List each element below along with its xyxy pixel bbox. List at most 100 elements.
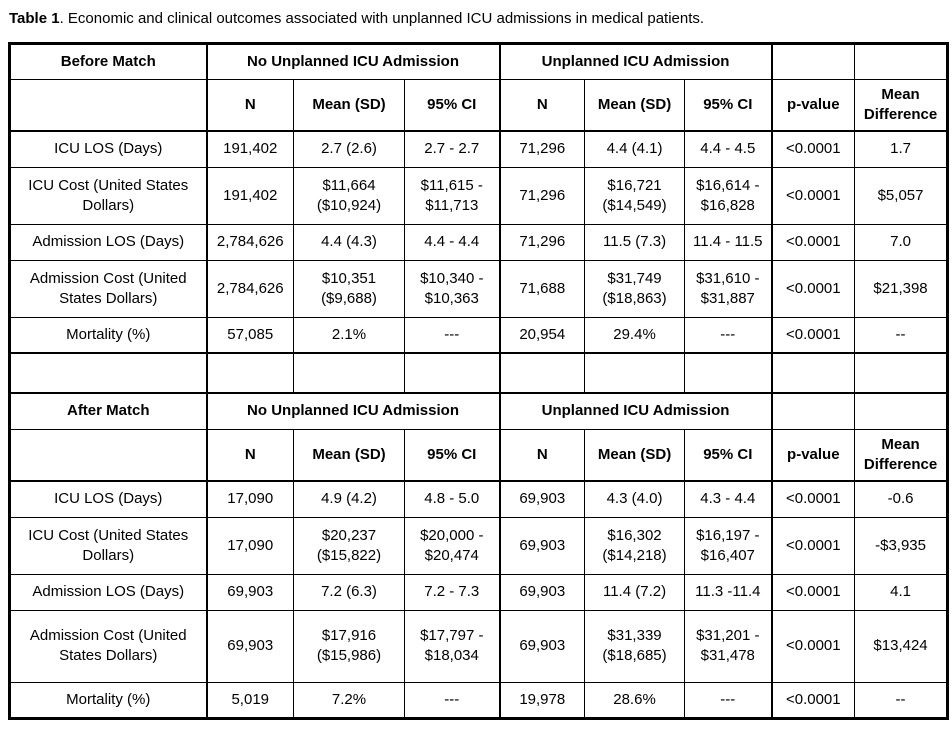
table-row: Admission LOS (Days) 69,903 7.2 (6.3) 7.… <box>9 573 949 611</box>
cell-ci: 7.2 - 7.3 <box>403 573 501 611</box>
cell-mean-difference: $21,398 <box>854 259 949 318</box>
cell-mean-sd: $17,916 ($15,986) <box>293 609 405 683</box>
cell-mean-sd: 7.2 (6.3) <box>293 573 405 611</box>
cell-mean-sd: $16,302 ($14,218) <box>584 516 686 575</box>
section-header-row-before: Before Match No Unplanned ICU Admission … <box>9 42 949 80</box>
cell-ci: 4.3 - 4.4 <box>684 480 773 518</box>
cell-p-value: <0.0001 <box>770 609 856 683</box>
cell-p-value: <0.0001 <box>770 316 856 355</box>
cell-p-value: <0.0001 <box>770 681 856 719</box>
table-caption: Table 1. Economic and clinical outcomes … <box>9 10 944 29</box>
row-label: Admission LOS (Days) <box>9 223 207 261</box>
cell-n: 20,954 <box>498 316 586 355</box>
empty-cell <box>9 78 207 133</box>
cell-n: 5,019 <box>205 681 294 719</box>
cell-mean-difference: 7.0 <box>854 223 949 261</box>
cell-n: 2,784,626 <box>205 259 294 318</box>
cell-p-value: <0.0001 <box>770 480 856 518</box>
cell-n: 17,090 <box>205 516 294 575</box>
cell-n: 69,903 <box>498 609 586 683</box>
cell-mean-sd: $16,721 ($14,549) <box>584 166 686 225</box>
cell-mean-difference: -- <box>854 316 949 355</box>
row-label: ICU Cost (United States Dollars) <box>9 516 207 575</box>
group-header-unplanned: Unplanned ICU Admission <box>498 42 773 80</box>
col-header-n: N <box>205 78 294 133</box>
table-row: Admission LOS (Days) 2,784,626 4.4 (4.3)… <box>9 223 949 261</box>
cell-ci: --- <box>403 316 501 355</box>
table-row: Mortality (%) 57,085 2.1% --- 20,954 29.… <box>9 316 949 355</box>
cell-n: 69,903 <box>205 609 294 683</box>
cell-n: 69,903 <box>498 573 586 611</box>
cell-ci: $16,197 - $16,407 <box>684 516 773 575</box>
empty-cell <box>9 352 207 395</box>
cell-n: 71,296 <box>498 130 586 168</box>
empty-cell <box>770 392 856 430</box>
col-header-mean-sd: Mean (SD) <box>584 78 686 133</box>
section-title: After Match <box>9 392 207 430</box>
cell-p-value: <0.0001 <box>770 516 856 575</box>
col-header-ci: 95% CI <box>403 428 501 483</box>
cell-ci: 4.4 - 4.5 <box>684 130 773 168</box>
cell-ci: $20,000 - $20,474 <box>403 516 501 575</box>
cell-mean-sd: 4.4 (4.1) <box>584 130 686 168</box>
table-caption-label: Table 1 <box>9 10 60 27</box>
table-row: ICU LOS (Days) 191,402 2.7 (2.6) 2.7 - 2… <box>9 130 949 168</box>
cell-n: 71,688 <box>498 259 586 318</box>
cell-mean-difference: $13,424 <box>854 609 949 683</box>
empty-cell <box>403 352 501 395</box>
cell-ci: --- <box>684 681 773 719</box>
cell-mean-sd: 2.1% <box>293 316 405 355</box>
group-header-no-unplanned: No Unplanned ICU Admission <box>205 392 501 430</box>
cell-mean-sd: $31,749 ($18,863) <box>584 259 686 318</box>
table-row: ICU Cost (United States Dollars) 191,402… <box>9 166 949 225</box>
group-header-unplanned: Unplanned ICU Admission <box>498 392 773 430</box>
cell-mean-sd: 7.2% <box>293 681 405 719</box>
empty-cell <box>293 352 405 395</box>
cell-mean-sd: 28.6% <box>584 681 686 719</box>
col-header-n: N <box>498 78 586 133</box>
cell-n: 19,978 <box>498 681 586 719</box>
empty-cell <box>854 392 949 430</box>
cell-n: 2,784,626 <box>205 223 294 261</box>
cell-n: 17,090 <box>205 480 294 518</box>
col-header-mean-difference: Mean Difference <box>854 428 949 483</box>
cell-ci: 4.8 - 5.0 <box>403 480 501 518</box>
table-caption-text: . Economic and clinical outcomes associa… <box>59 10 705 27</box>
cell-p-value: <0.0001 <box>770 130 856 168</box>
cell-mean-sd: $20,237 ($15,822) <box>293 516 405 575</box>
col-header-p-value: p-value <box>770 428 856 483</box>
cell-n: 69,903 <box>498 480 586 518</box>
cell-mean-sd: 11.4 (7.2) <box>584 573 686 611</box>
col-header-ci: 95% CI <box>684 78 773 133</box>
cell-n: 57,085 <box>205 316 294 355</box>
cell-mean-sd: $11,664 ($10,924) <box>293 166 405 225</box>
cell-ci: --- <box>684 316 773 355</box>
cell-ci: 2.7 - 2.7 <box>403 130 501 168</box>
table-row: Admission Cost (United States Dollars) 2… <box>9 259 949 318</box>
cell-mean-difference: $5,057 <box>854 166 949 225</box>
empty-cell <box>684 352 773 395</box>
table-row: Mortality (%) 5,019 7.2% --- 19,978 28.6… <box>9 681 949 719</box>
cell-mean-sd: $31,339 ($18,685) <box>584 609 686 683</box>
section-header-row-after: After Match No Unplanned ICU Admission U… <box>9 392 949 430</box>
row-label: ICU Cost (United States Dollars) <box>9 166 207 225</box>
cell-n: 71,296 <box>498 223 586 261</box>
row-label: Admission Cost (United States Dollars) <box>9 609 207 683</box>
column-header-row: N Mean (SD) 95% CI N Mean (SD) 95% CI p-… <box>9 428 949 483</box>
cell-mean-difference: -$3,935 <box>854 516 949 575</box>
cell-ci: --- <box>403 681 501 719</box>
empty-cell <box>584 352 686 395</box>
row-label: Admission Cost (United States Dollars) <box>9 259 207 318</box>
cell-mean-sd: 11.5 (7.3) <box>584 223 686 261</box>
cell-mean-difference: -- <box>854 681 949 719</box>
section-title: Before Match <box>9 42 207 80</box>
col-header-n: N <box>205 428 294 483</box>
empty-cell <box>770 352 856 395</box>
cell-mean-sd: 4.3 (4.0) <box>584 480 686 518</box>
row-label: Mortality (%) <box>9 681 207 719</box>
cell-mean-difference: -0.6 <box>854 480 949 518</box>
cell-ci: $17,797 - $18,034 <box>403 609 501 683</box>
table-row: Admission Cost (United States Dollars) 6… <box>9 609 949 683</box>
table-row: ICU LOS (Days) 17,090 4.9 (4.2) 4.8 - 5.… <box>9 480 949 518</box>
